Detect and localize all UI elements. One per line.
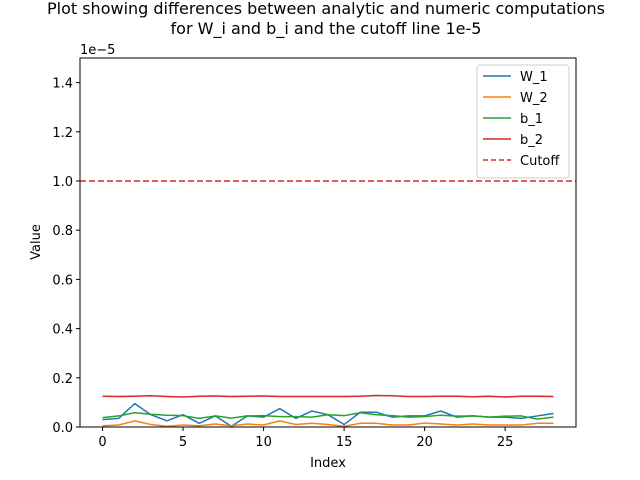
y-axis-label: Value xyxy=(29,224,44,260)
legend-entry-label: Cutoff xyxy=(520,154,560,169)
x-tick-label: 15 xyxy=(336,435,353,450)
legend-entry-label: b_2 xyxy=(520,133,543,148)
series-line-b-1 xyxy=(102,411,554,420)
x-tick-label: 25 xyxy=(497,435,514,450)
legend-box xyxy=(476,64,570,179)
x-tick-label: 10 xyxy=(255,435,272,450)
series-line-w-2 xyxy=(102,420,554,428)
x-axis-label: Index xyxy=(310,456,346,471)
y-tick-label: 0.0 xyxy=(52,421,73,436)
y-tick-label: 0.8 xyxy=(52,224,73,239)
legend-entry-label: b_1 xyxy=(520,112,543,127)
legend: W_1 W_2 b_1 b_2 Cutoff xyxy=(476,64,570,179)
y-scale-label: 1e−5 xyxy=(80,43,115,58)
y-tick-label: 1.2 xyxy=(52,126,73,141)
y-tick-label: 0.6 xyxy=(52,273,73,288)
y-tick-label: 0.4 xyxy=(52,323,73,338)
legend-entry-label: W_2 xyxy=(520,91,548,106)
y-axis-ticks: 0.0 0.2 0.4 0.6 0.8 1.0 1.2 1.4 xyxy=(52,77,80,436)
y-tick-label: 1.4 xyxy=(52,77,73,92)
y-tick-label: 0.2 xyxy=(52,372,73,387)
plot-marks xyxy=(80,180,576,428)
x-tick-label: 20 xyxy=(416,435,433,450)
plot-frame xyxy=(79,57,577,428)
chart-title-line-2: for W_i and b_i and the cutoff line 1e-5 xyxy=(171,19,482,39)
x-axis-ticks: 0 5 10 15 20 25 xyxy=(98,427,513,450)
chart-title-line-1: Plot showing differences between analyti… xyxy=(47,0,605,18)
y-tick-label: 1.0 xyxy=(52,175,73,190)
x-tick-label: 5 xyxy=(179,435,187,450)
legend-entry-label: W_1 xyxy=(520,70,548,85)
x-tick-label: 0 xyxy=(98,435,106,450)
series-line-b-2 xyxy=(102,394,554,398)
